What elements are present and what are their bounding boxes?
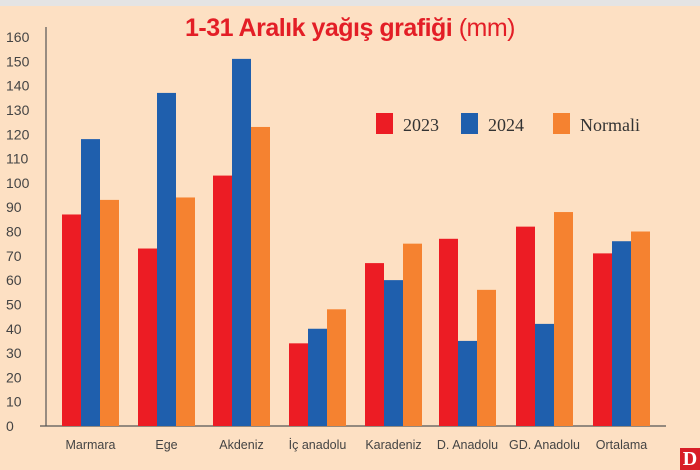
- bar-2024-3: [308, 328, 327, 426]
- y-tick-label: 40: [6, 321, 22, 337]
- bar-2023-3: [289, 343, 308, 426]
- y-tick-label: 120: [6, 126, 30, 142]
- x-tick-label: Ortalama: [596, 438, 647, 452]
- x-tick-label: Akdeniz: [219, 438, 263, 452]
- bar-2023-4: [365, 263, 384, 426]
- x-tick-label: Ege: [155, 438, 177, 452]
- bar-2023-0: [62, 214, 81, 426]
- y-tick-label: 130: [6, 102, 30, 118]
- y-tick-label: 30: [6, 345, 22, 361]
- bar-2023-5: [439, 238, 458, 426]
- x-tick-label: D. Anadolu: [437, 438, 498, 452]
- legend-label: 2024: [488, 115, 524, 135]
- y-tick-label: 0: [6, 418, 14, 434]
- bar-2024-2: [232, 58, 251, 426]
- legend-swatch-normali: [553, 113, 570, 134]
- y-tick-label: 60: [6, 272, 22, 288]
- bar-normali-2: [251, 126, 270, 427]
- bar-2024-0: [81, 139, 100, 427]
- bar-2024-6: [535, 323, 554, 426]
- bar-2023-7: [593, 253, 612, 426]
- bar-2024-7: [612, 241, 631, 426]
- y-tick-label: 110: [6, 151, 29, 167]
- bar-2023-1: [138, 248, 157, 426]
- legend-label: Normali: [580, 115, 640, 135]
- y-tick-label: 20: [6, 369, 22, 385]
- top-strip: [0, 0, 700, 6]
- bar-normali-4: [403, 243, 422, 426]
- title-unit: (mm): [458, 14, 516, 42]
- x-tick-label: Karadeniz: [365, 438, 421, 452]
- bar-normali-5: [477, 289, 496, 426]
- bar-normali-6: [554, 212, 573, 426]
- chart-title: 1-31 Aralık yağış grafiği (mm): [0, 14, 700, 43]
- x-tick-label: GD. Anadolu: [509, 438, 580, 452]
- y-tick-label: 80: [6, 224, 22, 240]
- y-tick-label: 10: [6, 394, 22, 410]
- y-tick-label: 140: [6, 78, 30, 94]
- publisher-logo: D: [680, 448, 700, 470]
- bar-2023-2: [213, 175, 232, 426]
- x-tick-label: İç anadolu: [289, 438, 347, 452]
- y-tick-label: 100: [6, 175, 30, 191]
- bar-normali-0: [100, 199, 119, 426]
- bar-normali-3: [327, 309, 346, 426]
- y-tick-label: 160: [6, 29, 30, 45]
- bar-normali-7: [631, 231, 650, 426]
- bar-2024-5: [458, 340, 477, 426]
- y-tick-label: 50: [6, 296, 22, 312]
- legend-label: 2023: [403, 115, 439, 135]
- y-tick-label: 150: [6, 53, 30, 69]
- y-tick-label: 90: [6, 199, 22, 215]
- title-text: 1-31 Aralık yağış grafiği: [184, 14, 453, 42]
- y-tick-label: 70: [6, 248, 22, 264]
- legend-swatch-2024: [461, 113, 478, 134]
- legend-swatch-2023: [376, 113, 393, 134]
- x-tick-label: Marmara: [65, 438, 115, 452]
- bar-normali-1: [176, 197, 195, 426]
- bar-2023-6: [516, 226, 535, 426]
- bar-2024-4: [384, 280, 403, 426]
- bar-2024-1: [157, 92, 176, 426]
